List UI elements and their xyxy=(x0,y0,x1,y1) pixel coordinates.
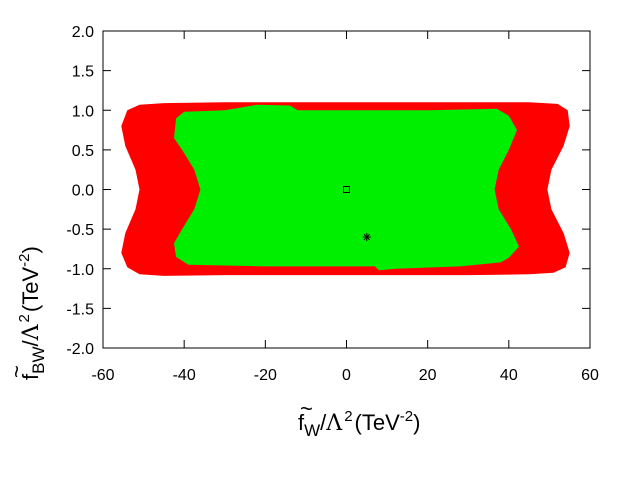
y-tick-labels: -2.0 -1.5 -1.0 -0.5 0.0 0.5 1.0 1.5 2.0 xyxy=(66,24,94,358)
x-label-lambda: Λ xyxy=(325,411,343,436)
region-2 xyxy=(174,104,519,271)
point-markers xyxy=(343,186,371,242)
x-label-slash: / xyxy=(320,410,327,435)
y-tick-label: 2.0 xyxy=(72,24,94,41)
x-axis-label: fW/Λ 2(TeV-2) xyxy=(298,408,420,440)
y-label-sub: BW xyxy=(29,346,48,373)
y-axis-label-group: fBW/Λ2(TeV-2) ~ xyxy=(4,246,48,380)
x-tick-label: 60 xyxy=(581,367,599,384)
y-label-tilde: ~ xyxy=(4,365,29,378)
y-tick-label: 1.5 xyxy=(72,64,94,81)
y-label-sup: 2 xyxy=(16,314,33,322)
x-label-tilde: ~ xyxy=(300,396,313,421)
y-tick-label: 1.0 xyxy=(72,103,94,120)
x-label-units-sup: -2 xyxy=(400,408,413,425)
x-tick-label: -20 xyxy=(254,367,277,384)
x-label-units-open: (TeV xyxy=(355,410,401,435)
y-tick-label: -2.0 xyxy=(66,341,94,358)
x-tick-labels: -60 -40 -20 0 20 40 60 xyxy=(91,367,599,384)
x-tick-label: 20 xyxy=(419,367,437,384)
x-tick-label: 40 xyxy=(500,367,518,384)
y-tick-label: -0.5 xyxy=(66,222,94,239)
x-label-units-close: ) xyxy=(413,410,420,435)
y-label-units-open: (TeV xyxy=(18,267,43,313)
y-tick-label: 0.5 xyxy=(72,143,94,160)
y-label-units-close: ) xyxy=(18,246,43,253)
square-marker xyxy=(343,186,350,193)
y-tick-label: -1.0 xyxy=(66,262,94,279)
y-label-units-sup: -2 xyxy=(16,254,33,267)
x-tick-label: 0 xyxy=(342,367,351,384)
x-label-sub: W xyxy=(304,421,320,440)
confidence-regions xyxy=(121,102,570,276)
y-label-base: f xyxy=(18,373,43,380)
y-label-slash: / xyxy=(18,339,43,346)
axis-ticks xyxy=(102,30,591,349)
x-label-base: f xyxy=(298,410,305,435)
x-label-sup: 2 xyxy=(344,408,352,425)
asterisk-marker xyxy=(362,233,371,242)
y-tick-label: 0.0 xyxy=(72,183,94,200)
x-tick-label: -60 xyxy=(91,367,114,384)
y-axis-label: fBW/Λ2(TeV-2) xyxy=(16,246,48,380)
y-label-lambda: Λ xyxy=(19,323,44,341)
x-tick-label: -40 xyxy=(173,367,196,384)
y-tick-label: -1.5 xyxy=(66,301,94,318)
